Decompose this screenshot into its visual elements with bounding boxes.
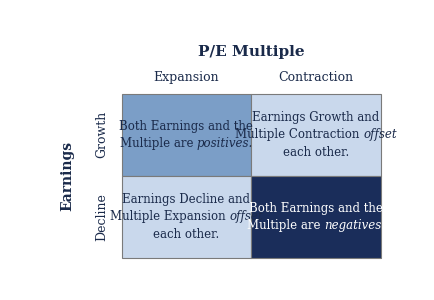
Text: negatives.: negatives. — [324, 219, 385, 232]
Bar — [251, 176, 381, 258]
Text: Both Earnings and the: Both Earnings and the — [119, 120, 253, 133]
Bar — [122, 94, 251, 176]
Text: Growth: Growth — [95, 111, 108, 158]
Bar — [122, 176, 251, 258]
Text: positives.: positives. — [197, 137, 253, 150]
Text: offset: offset — [363, 128, 397, 141]
Text: each other.: each other. — [153, 228, 220, 241]
Text: Multiple Expansion: Multiple Expansion — [110, 210, 229, 223]
Text: Multiple are: Multiple are — [247, 219, 324, 232]
Text: Contraction: Contraction — [278, 71, 353, 84]
Text: offset: offset — [229, 210, 263, 223]
Text: Both Earnings and the: Both Earnings and the — [249, 202, 383, 214]
Text: Multiple Contraction: Multiple Contraction — [235, 128, 363, 141]
Text: Earnings Growth and: Earnings Growth and — [252, 111, 379, 124]
Text: Earnings: Earnings — [61, 141, 75, 211]
Text: P/E Multiple: P/E Multiple — [198, 45, 304, 59]
Text: Expansion: Expansion — [154, 71, 219, 84]
Text: each other.: each other. — [283, 146, 349, 159]
Text: Earnings Decline and: Earnings Decline and — [122, 193, 250, 206]
Bar — [251, 94, 381, 176]
Text: Multiple are: Multiple are — [119, 137, 197, 150]
Text: Decline: Decline — [95, 193, 108, 241]
